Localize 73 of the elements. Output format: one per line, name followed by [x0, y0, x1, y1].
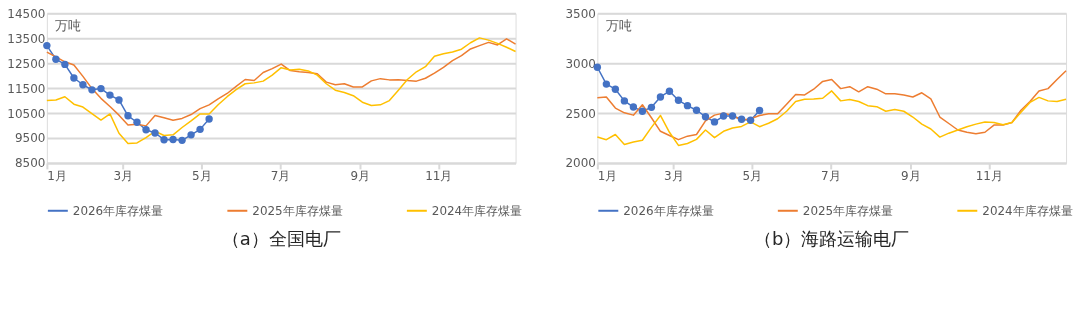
point [187, 131, 195, 139]
point [737, 115, 746, 123]
point [169, 135, 177, 144]
line-series [596, 70, 1067, 141]
point [196, 125, 204, 134]
point [61, 60, 69, 69]
point [611, 85, 620, 93]
x-tick-label: 7月 [270, 169, 291, 184]
point [701, 113, 710, 121]
point [151, 129, 159, 137]
point [656, 93, 665, 101]
y-tick-label: 10500 [7, 106, 46, 121]
y-tick-label: 9500 [14, 131, 46, 146]
point [629, 103, 638, 111]
legend-label: 2025年库存煤量 [252, 203, 343, 218]
y-tick-label: 12500 [7, 56, 46, 71]
text: （b）海路运输电厂 [753, 227, 910, 249]
point [133, 118, 141, 126]
y-tick-label: 8500 [14, 156, 46, 171]
point [70, 74, 78, 82]
point [79, 81, 87, 89]
point [142, 126, 150, 134]
y-axis-title: 万吨 [605, 17, 632, 33]
x-tick-label: 7月 [821, 169, 841, 184]
point [88, 86, 96, 94]
x-tick-label: 5月 [742, 169, 763, 184]
point [43, 41, 51, 50]
point [106, 91, 114, 99]
point [52, 55, 60, 63]
point [124, 112, 132, 120]
y-tick-label: 2500 [565, 106, 596, 121]
y-tick-label: 13500 [7, 31, 46, 46]
line-series [596, 90, 1067, 147]
x-tick-label: 3月 [664, 169, 684, 184]
point [719, 112, 728, 120]
point [115, 96, 123, 104]
point [97, 84, 105, 93]
legend-label: 2024年库存煤量 [431, 203, 523, 218]
y-tick-label: 3000 [565, 56, 596, 71]
legend-label: 2026年库存煤量 [623, 203, 714, 218]
point [692, 106, 701, 114]
y-tick-label: 14500 [7, 6, 46, 21]
y-tick-label: 2000 [565, 156, 596, 171]
y-axis-title: 万吨 [55, 17, 82, 33]
legend-label: 2026年库存煤量 [72, 203, 164, 218]
point [160, 136, 168, 144]
point [178, 136, 186, 145]
x-tick-label: 5月 [192, 169, 212, 184]
x-tick-label: 9月 [350, 169, 371, 184]
point [620, 97, 629, 105]
x-tick-label: 11月 [425, 169, 453, 184]
point [728, 112, 737, 120]
legend-label: 2024年库存煤量 [982, 203, 1073, 218]
line-series [46, 37, 517, 145]
legend-label: 2025年库存煤量 [802, 203, 894, 218]
x-tick-label: 1月 [47, 169, 67, 184]
y-tick-label: 3500 [565, 6, 596, 21]
point [205, 115, 213, 123]
point [683, 101, 692, 110]
point [602, 80, 611, 88]
point [665, 87, 674, 95]
point [674, 96, 683, 104]
point [710, 118, 719, 126]
point [647, 103, 656, 112]
y-tick-label: 11500 [7, 81, 46, 96]
x-tick-label: 11月 [975, 169, 1003, 184]
x-tick-label: 9月 [900, 169, 921, 184]
point [746, 116, 755, 124]
x-tick-label: 3月 [113, 169, 134, 184]
point [755, 106, 764, 115]
point [638, 107, 647, 115]
text: （a）全国电厂 [221, 227, 341, 249]
x-tick-label: 1月 [597, 169, 618, 184]
